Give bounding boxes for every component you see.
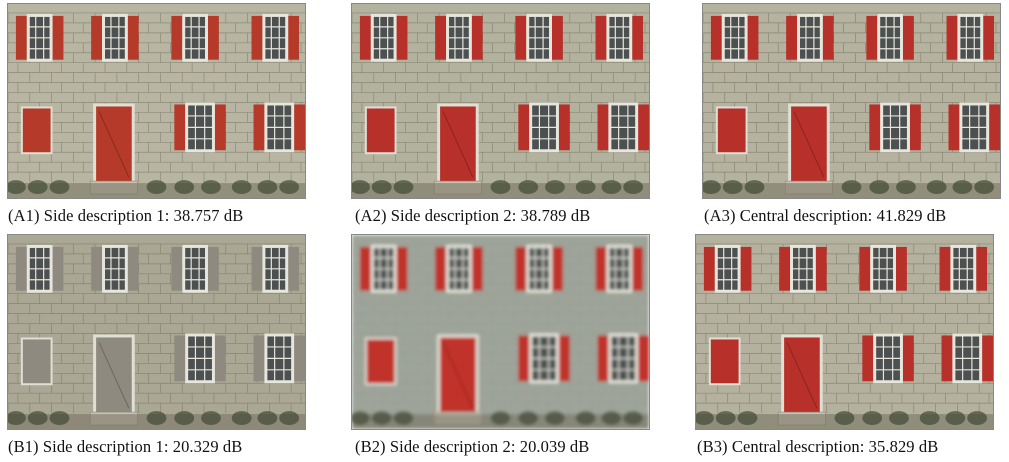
- panel-caption: (A2) Side description 2: 38.789 dB: [355, 206, 591, 225]
- panel-caption: (A1) Side description 1: 38.757 dB: [8, 206, 244, 225]
- panel-caption: (B1) Side description 1: 20.329 dB: [8, 437, 243, 456]
- house-facade-image: [702, 3, 1001, 199]
- house-facade-image: [7, 3, 306, 199]
- panel-caption: (A3) Central description: 41.829 dB: [704, 206, 947, 225]
- panel-caption: (B2) Side description 2: 20.039 dB: [355, 437, 590, 456]
- house-facade-image: [351, 3, 650, 199]
- house-facade-image: [7, 234, 306, 430]
- panel-caption: (B3) Central description: 35.829 dB: [697, 437, 939, 456]
- house-facade-image: [351, 234, 650, 430]
- house-facade-image: [695, 234, 994, 430]
